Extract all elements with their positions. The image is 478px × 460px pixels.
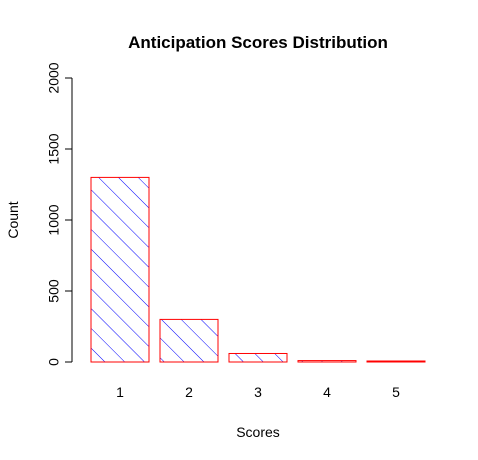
x-axis-label: Scores: [236, 424, 280, 440]
bar-1: [90, 176, 150, 363]
x-tick-label: 2: [185, 384, 193, 400]
bar-hatch: [298, 360, 356, 362]
chart-title: Anticipation Scores Distribution: [128, 33, 388, 52]
x-tick-labels: 1 2 3 4 5: [116, 384, 400, 400]
x-tick-label: 4: [323, 384, 331, 400]
x-tick-label: 3: [254, 384, 262, 400]
x-tick-label: 1: [116, 384, 124, 400]
bar-hatch: [91, 177, 149, 362]
y-tick-label: 1500: [46, 133, 62, 164]
bar-4: [297, 360, 357, 363]
y-tick-label: 1000: [46, 204, 62, 235]
bar-2: [159, 318, 219, 363]
x-tick-label: 5: [392, 384, 400, 400]
bar-3: [228, 352, 288, 363]
y-tick-label: 0: [46, 358, 62, 366]
bars-group: [90, 176, 426, 363]
y-tick-label: 500: [46, 279, 62, 303]
bar-hatch: [160, 319, 218, 362]
bar-5: [366, 360, 426, 363]
y-axis: 0 500 1000 1500 2000: [46, 62, 73, 366]
y-axis-label: Count: [5, 201, 21, 238]
y-tick-label: 2000: [46, 62, 62, 93]
bar-hatch: [229, 353, 287, 362]
